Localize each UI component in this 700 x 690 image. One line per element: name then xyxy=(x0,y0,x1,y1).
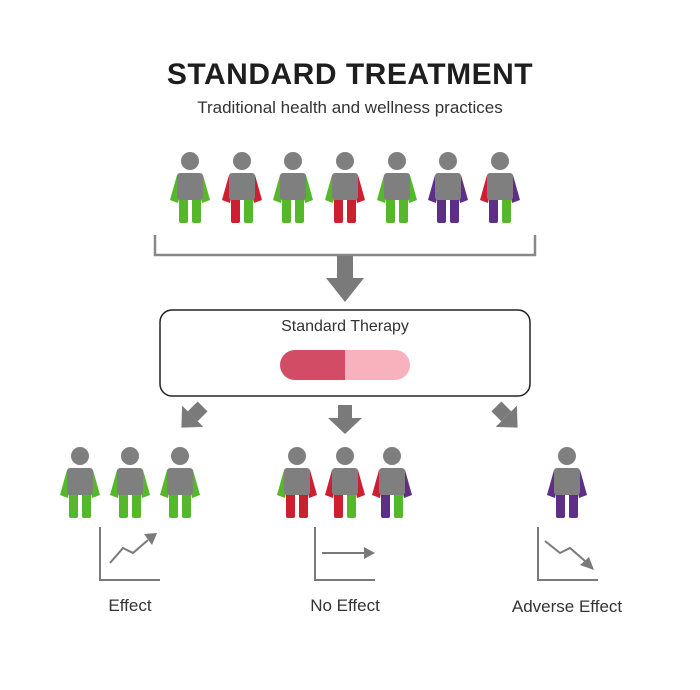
person-icon xyxy=(325,447,365,518)
page-title: STANDARD TREATMENT xyxy=(166,58,534,91)
person-icon xyxy=(325,152,365,223)
person-icon xyxy=(160,447,200,518)
person-icon xyxy=(480,152,520,223)
person-icon xyxy=(60,447,100,518)
arrow-down-right-icon xyxy=(491,401,518,428)
person-icon xyxy=(277,447,317,518)
outcome-label-no-effect: No Effect xyxy=(310,596,380,615)
population-group xyxy=(170,152,520,223)
person-icon xyxy=(273,152,313,223)
trend-down-graph-icon xyxy=(537,527,598,581)
outcome-label-effect: Effect xyxy=(108,596,152,615)
trend-up-graph-icon xyxy=(99,527,160,581)
therapy-label: Standard Therapy xyxy=(281,318,409,335)
arrow-down-icon xyxy=(328,405,362,434)
effect-group xyxy=(60,447,200,518)
person-icon xyxy=(428,152,468,223)
person-icon xyxy=(222,152,262,223)
trend-flat-graph-icon xyxy=(314,527,375,581)
person-icon xyxy=(372,447,412,518)
page-subtitle: Traditional health and wellness practice… xyxy=(197,98,503,117)
population-bracket xyxy=(153,235,537,257)
outcome-label-adverse-effect: Adverse Effect xyxy=(511,597,623,616)
capsule-icon xyxy=(280,350,410,380)
arrow-down-left-icon xyxy=(181,401,208,428)
no-effect-group xyxy=(277,447,412,518)
person-icon xyxy=(110,447,150,518)
person-icon xyxy=(170,152,210,223)
down-arrow-icon xyxy=(326,256,364,302)
adverse-effect-group xyxy=(547,447,587,518)
person-icon xyxy=(547,447,587,518)
person-icon xyxy=(377,152,417,223)
